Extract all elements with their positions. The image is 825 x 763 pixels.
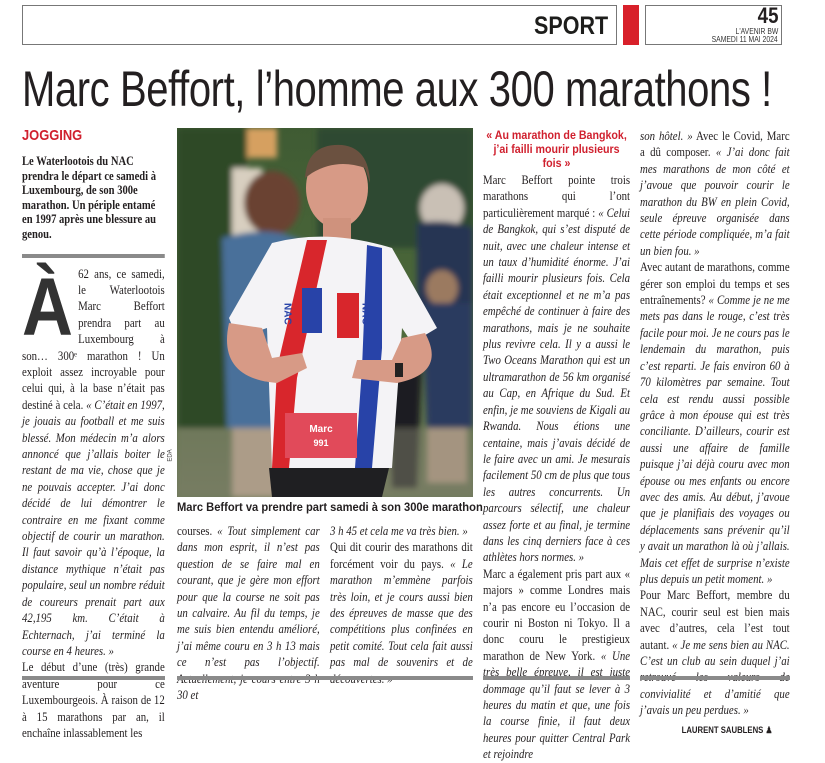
author-name: LAURENT SAUBLENS bbox=[681, 724, 764, 735]
body-text: Pour Marc Beffort, membre du NAC, courir… bbox=[640, 588, 790, 652]
column-2: courses. « Tout simplement car dans mon … bbox=[177, 523, 320, 703]
body-text: courses. bbox=[177, 524, 218, 538]
photo-credit: EDA bbox=[167, 449, 174, 462]
body-text: 62 ans, ce samedi, le Waterlootois Marc … bbox=[22, 266, 165, 412]
paragraph: 3 h 45 et cela me va très bien. » bbox=[330, 523, 473, 539]
paragraph: Avec autant de marathons, comme gérer so… bbox=[640, 259, 790, 587]
quote-text: son hôtel. » bbox=[640, 129, 693, 143]
quote-text: « Le marathon m’emmène parfois très loin… bbox=[330, 556, 473, 686]
paragraph: Marc Beffort pointe trois marathons qui … bbox=[483, 172, 630, 566]
column-5: son hôtel. » Avec le Covid, Marc a dû co… bbox=[640, 128, 790, 737]
article-title: Marc Beffort, l’homme aux 300 marathons … bbox=[22, 61, 772, 117]
quote-text: « Tout simplement car dans mon esprit, i… bbox=[177, 524, 320, 703]
paragraph: Le début d’une (très) grande aventure po… bbox=[22, 659, 165, 741]
person-icon: ♟ bbox=[765, 724, 773, 735]
byline: LAURENT SAUBLENS ♟ bbox=[640, 723, 790, 737]
paragraph: À 62 ans, ce samedi, le Waterlootois Marc… bbox=[22, 266, 165, 660]
quote-text: « Celui de Bangkok, qui s’est disputé de… bbox=[483, 205, 631, 565]
accent-bar bbox=[623, 5, 639, 45]
divider bbox=[22, 676, 165, 680]
paragraph: courses. « Tout simplement car dans mon … bbox=[177, 523, 320, 703]
quote-text: 3 h 45 et cela me va très bien. » bbox=[330, 524, 468, 538]
club-logo-left: NAC bbox=[282, 303, 293, 325]
left-column: JOGGING Le Waterlootois du NAC prendra l… bbox=[22, 127, 165, 741]
column-5-body: son hôtel. » Avec le Covid, Marc a dû co… bbox=[640, 128, 790, 719]
divider bbox=[640, 676, 790, 680]
kicker: JOGGING bbox=[22, 127, 83, 144]
quote-text: « J’ai donc fait mes marathons de mon cô… bbox=[640, 145, 790, 258]
article-photo: NAC NAC Marc 991 bbox=[177, 128, 473, 497]
body-text: Le début d’une (très) grande aventure po… bbox=[22, 660, 165, 740]
body-text: Avec le Covid, Marc a dû composer. bbox=[640, 129, 790, 160]
lead-paragraph: Le Waterlootois du NAC prendra le départ… bbox=[22, 154, 157, 241]
column-3: 3 h 45 et cela me va très bien. » Qui dit… bbox=[330, 523, 473, 687]
column-4: « Au marathon de Bangkok, j’ai failli mo… bbox=[483, 128, 630, 763]
intertitle: « Au marathon de Bangkok, j’ai failli mo… bbox=[486, 128, 627, 170]
column-4-body: Marc Beffort pointe trois marathons qui … bbox=[483, 172, 630, 763]
runner-photo: NAC NAC Marc 991 bbox=[177, 128, 473, 497]
divider bbox=[483, 676, 630, 680]
body-text: Marc a également pris part aux « majors … bbox=[483, 566, 631, 663]
paragraph: Pour Marc Beffort, membre du NAC, courir… bbox=[640, 587, 790, 718]
club-logo-right: NAC bbox=[360, 303, 371, 325]
drop-cap: À bbox=[22, 261, 73, 353]
page-number: 45 bbox=[757, 3, 778, 28]
paragraph: Qui dit courir des marathons dit forcéme… bbox=[330, 539, 473, 687]
bib-name: Marc bbox=[309, 424, 333, 435]
section-header: SPORT bbox=[22, 5, 617, 45]
bib-number: 991 bbox=[313, 438, 328, 448]
divider bbox=[177, 676, 473, 680]
quote-text: « Comme je ne me mets pas dans le rouge,… bbox=[640, 293, 790, 586]
page-info: 45 L'AVENIR BW SAMEDI 11 MAI 2024 bbox=[645, 3, 782, 45]
section-label: SPORT bbox=[533, 12, 608, 40]
issue-date: SAMEDI 11 MAI 2024 bbox=[711, 35, 778, 44]
paragraph: son hôtel. » Avec le Covid, Marc a dû co… bbox=[640, 128, 790, 259]
quote-text: « C’était en 1997, je jouais au football… bbox=[22, 397, 165, 658]
divider bbox=[22, 253, 165, 258]
photo-caption: Marc Beffort va prendre part samedi à so… bbox=[177, 500, 483, 514]
body-text: Avec autant de marathons, comme gérer so… bbox=[640, 260, 790, 308]
paper-name: L'AVENIR BW bbox=[735, 27, 778, 36]
paragraph: Marc a également pris part aux « majors … bbox=[483, 566, 630, 763]
column-1: À 62 ans, ce samedi, le Waterlootois Marc… bbox=[22, 266, 165, 742]
body-text: Marc Beffort pointe trois marathons qui … bbox=[483, 173, 631, 220]
quote-text: « Une très belle épreuve, il est juste d… bbox=[483, 648, 631, 762]
body-text: Qui dit courir des marathons dit forcéme… bbox=[330, 540, 473, 571]
